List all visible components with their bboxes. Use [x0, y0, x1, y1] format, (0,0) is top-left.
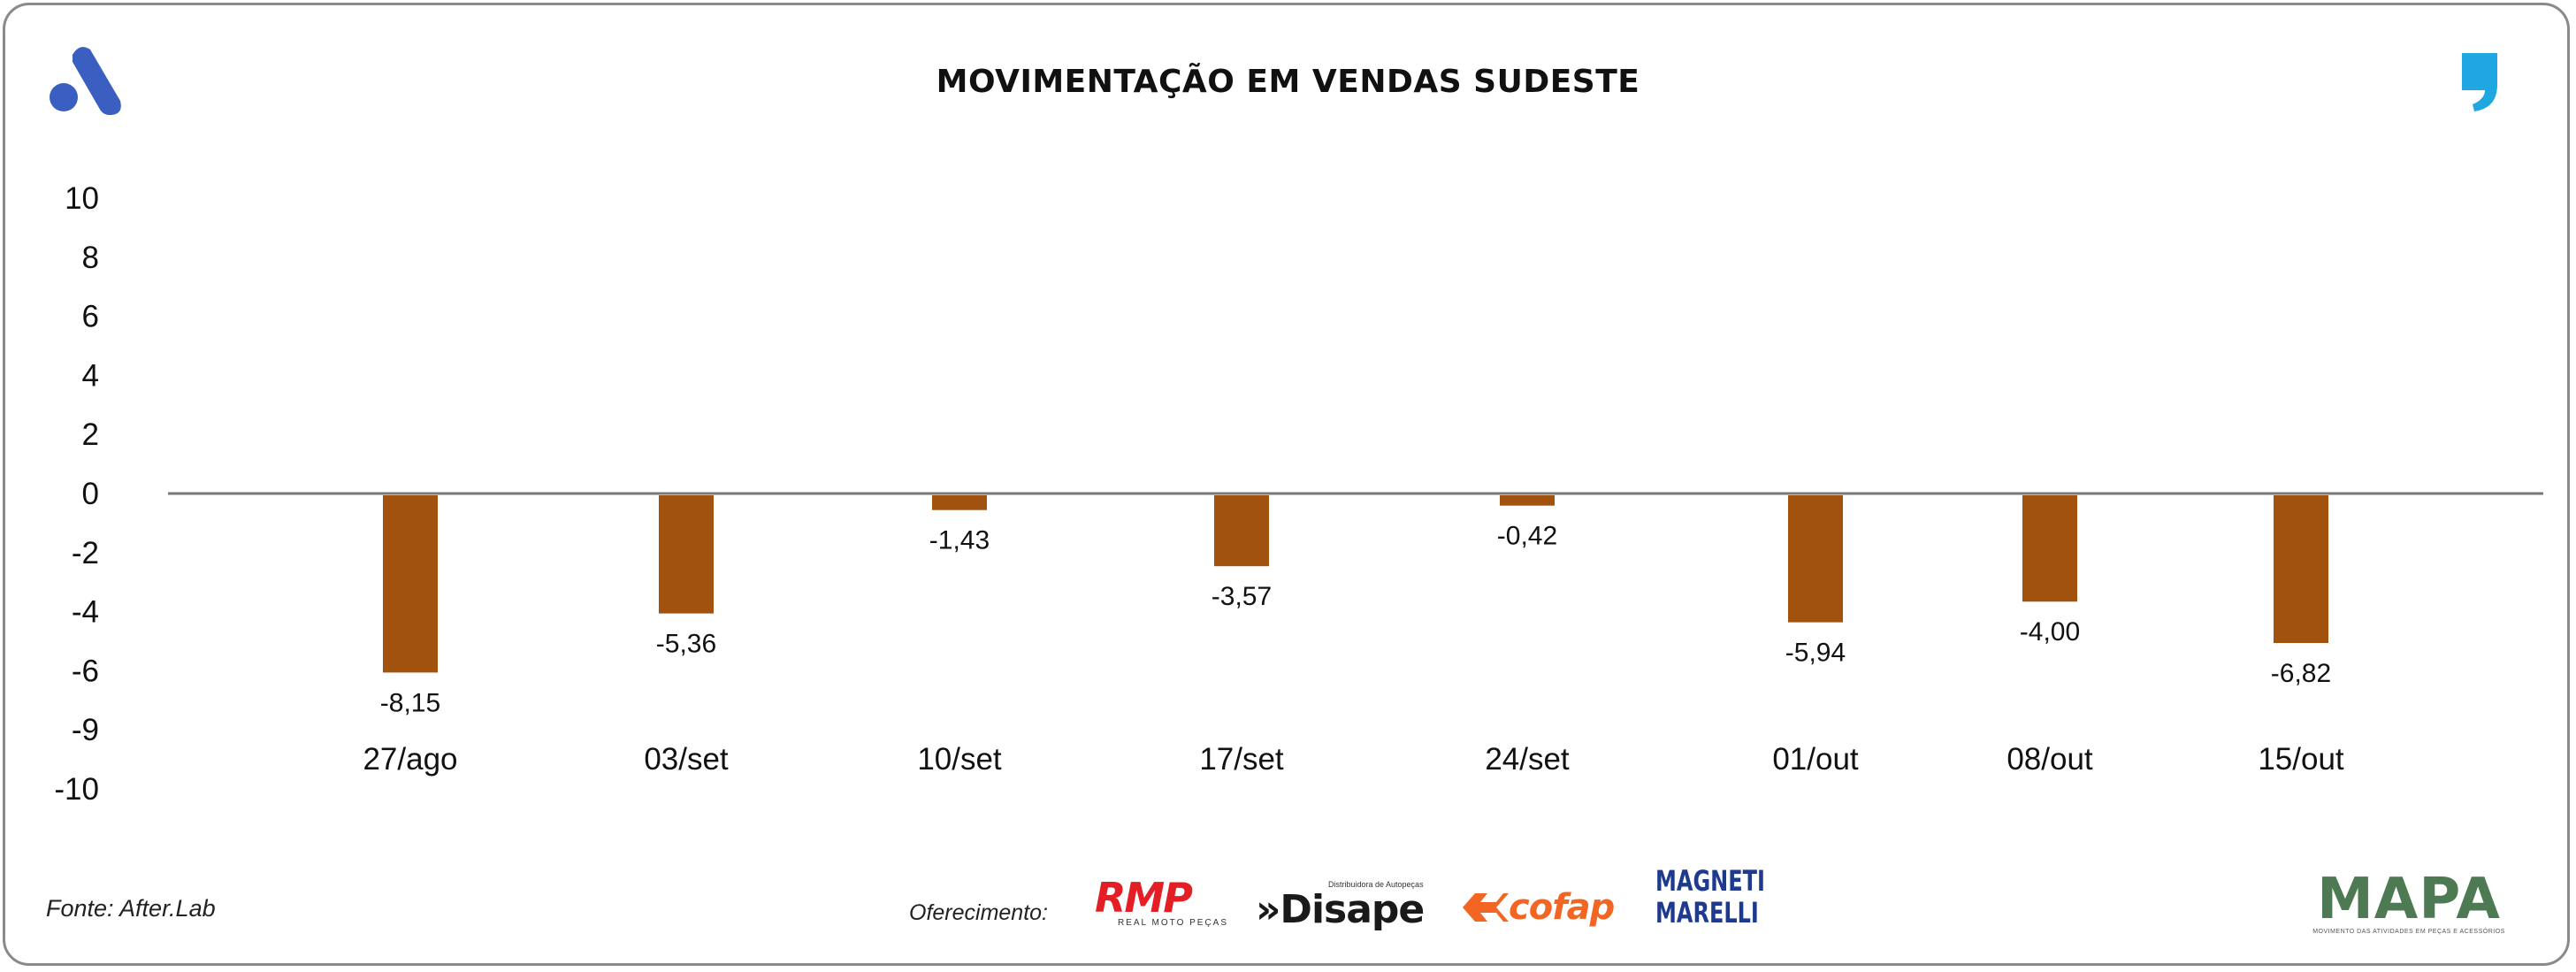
y-tick-label: 6: [82, 300, 99, 334]
chart-title: MOVIMENTAÇÃO EM VENDAS SUDESTE: [936, 64, 1640, 100]
x-tick-label: 15/out: [2258, 742, 2344, 777]
bar: [659, 495, 714, 614]
bar: [1500, 495, 1555, 506]
y-tick-label: 4: [82, 358, 99, 393]
y-tick-label: -9: [72, 713, 99, 747]
rmp-logo: RMP REAL MOTO PEÇAS: [1095, 877, 1233, 936]
data-label: -0,42: [1497, 522, 1557, 551]
magneti-logo-line1: MAGNETI: [1655, 864, 1765, 898]
y-tick-label: 2: [82, 417, 99, 452]
y-tick-label: -2: [72, 536, 99, 570]
y-tick-label: -4: [72, 595, 99, 630]
bar: [1214, 495, 1269, 567]
cofap-mark-icon: [1463, 893, 1509, 922]
rmp-logo-subtitle: REAL MOTO PEÇAS: [1118, 918, 1229, 928]
disape-logo: Distribuidora de Autopeças »Disape: [1256, 879, 1433, 938]
data-label: -5,94: [1785, 639, 1846, 668]
y-tick-label: -6: [72, 654, 99, 688]
magneti-logo-line2: MARELLI: [1655, 896, 1759, 930]
bar: [2274, 495, 2328, 643]
y-tick-label: 10: [65, 181, 99, 216]
x-tick-label: 24/set: [1485, 742, 1570, 777]
bar: [2022, 495, 2077, 602]
data-label: -8,15: [380, 688, 440, 717]
disape-logo-text: »Disape: [1256, 887, 1425, 932]
data-label: -5,36: [656, 630, 716, 659]
bar: [383, 495, 438, 673]
disape-logo-subtitle: Distribuidora de Autopeças: [1328, 880, 1424, 889]
y-tick-label: 8: [82, 241, 99, 275]
data-label: -1,43: [929, 526, 990, 555]
sponsor-label: Oferecimento:: [909, 900, 1049, 925]
y-axis-ticks: 10 8 6 4 2 0 -2 -4 -6 -9 -10: [54, 181, 99, 807]
x-tick-label: 27/ago: [363, 742, 457, 777]
data-label: -4,00: [2020, 617, 2080, 647]
x-tick-label: 10/set: [917, 742, 1002, 777]
x-tick-label: 01/out: [1772, 742, 1859, 777]
bars: -8,15 -5,36 -1,43 -3,57 -0,42 -5,94 -4,00 -6,82: [380, 495, 2331, 717]
x-tick-label: 03/set: [644, 742, 729, 777]
x-tick-label: 08/out: [2007, 742, 2093, 777]
y-tick-label: -10: [54, 772, 99, 807]
cofap-logo: cofap: [1461, 881, 1638, 934]
x-tick-label: 17/set: [1199, 742, 1284, 777]
data-label: -3,57: [1212, 582, 1272, 611]
mapa-logo-text: MAPA: [2317, 867, 2501, 932]
magneti-marelli-logo: MAGNETI MARELLI: [1655, 865, 1788, 939]
chart-frame: [3, 3, 2570, 966]
data-label: -6,82: [2271, 659, 2331, 688]
rmp-logo-text: RMP: [1095, 874, 1193, 922]
x-axis-ticks: 27/ago 03/set 10/set 17/set 24/set 01/out 08/o…: [363, 742, 2343, 777]
bar: [1788, 495, 1843, 623]
mapa-logo-subtitle: MOVIMENTO DAS ATIVIDADES EM PEÇAS E ACES…: [2312, 929, 2505, 935]
quote-logo-icon: [2462, 53, 2497, 111]
afterlab-logo-icon: [50, 47, 121, 115]
cofap-logo-text: cofap: [1509, 887, 1615, 928]
y-tick-label: 0: [82, 477, 99, 511]
source-note: Fonte: After.Lab: [46, 895, 216, 922]
bar: [932, 495, 987, 510]
mapa-logo: MAPA MOVIMENTO DAS ATIVIDADES EM PEÇAS E…: [2303, 870, 2515, 941]
